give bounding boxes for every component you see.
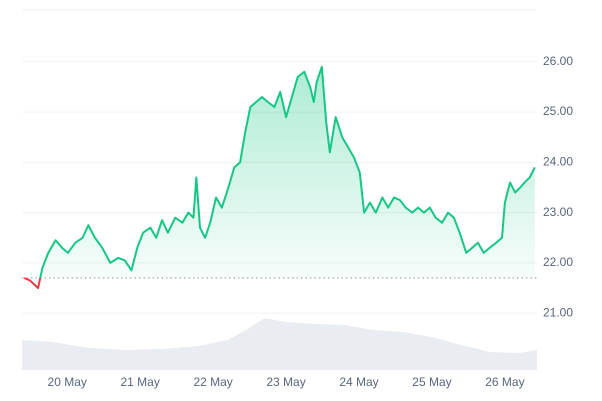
volume-area (22, 318, 537, 370)
x-tick-label: 20 May (48, 375, 87, 389)
y-tick-label: 22.00 (543, 255, 573, 269)
x-tick-label: 23 May (266, 375, 305, 389)
y-tick-label: 23.00 (543, 205, 573, 219)
y-tick-label: 26.00 (543, 54, 573, 68)
x-tick-label: 25 May (412, 375, 451, 389)
y-tick-label: 24.00 (543, 155, 573, 169)
price-line (23, 65, 536, 290)
price-area (24, 66, 535, 289)
x-tick-label: 21 May (120, 375, 159, 389)
y-tick-label: 21.00 (543, 305, 573, 319)
x-tick-label: 24 May (339, 375, 378, 389)
y-tick-label: 25.00 (543, 104, 573, 118)
x-tick-label: 22 May (193, 375, 232, 389)
x-tick-label: 26 May (485, 375, 524, 389)
